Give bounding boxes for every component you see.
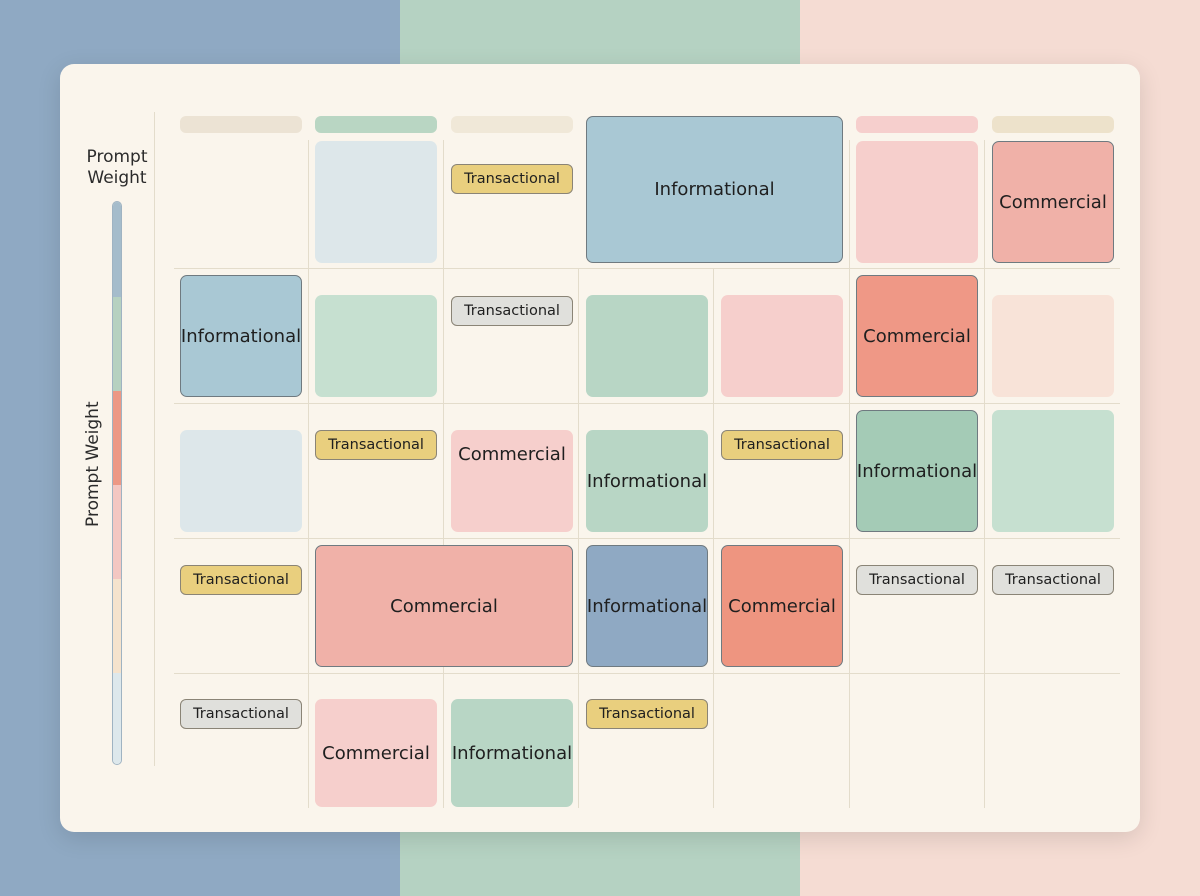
commercial-block: Commercial xyxy=(315,545,573,667)
informational-block: Informational xyxy=(586,545,708,667)
transactional-tag: Transactional xyxy=(180,565,302,595)
commercial-block: Commercial xyxy=(451,430,573,532)
empty-block xyxy=(315,141,437,263)
weight-scale-segment xyxy=(113,579,121,673)
commercial-block: Commercial xyxy=(721,545,843,667)
axis-label-top: Prompt Weight xyxy=(86,147,148,188)
empty-block xyxy=(721,295,843,397)
column-header xyxy=(856,116,978,133)
transactional-tag: Transactional xyxy=(586,699,708,729)
grid-line xyxy=(308,140,309,808)
weight-scale-segment xyxy=(113,673,121,764)
grid-line xyxy=(174,538,1120,539)
commercial-block: Commercial xyxy=(992,141,1114,263)
axis-label-side: Prompt Weight xyxy=(83,401,103,527)
informational-block: Informational xyxy=(856,410,978,532)
informational-block: Informational xyxy=(180,275,302,397)
empty-block xyxy=(856,141,978,263)
informational-block: Informational xyxy=(586,430,708,532)
weight-scale-segment xyxy=(113,297,121,391)
transactional-tag: Transactional xyxy=(856,565,978,595)
empty-block xyxy=(992,410,1114,532)
transactional-tag: Transactional xyxy=(721,430,843,460)
weight-scale-segment xyxy=(113,202,121,297)
grid-line xyxy=(849,140,850,808)
transactional-tag: Transactional xyxy=(315,430,437,460)
grid-line xyxy=(174,673,1120,674)
grid-line xyxy=(174,268,1120,269)
empty-block xyxy=(315,295,437,397)
weight-scale-bar xyxy=(112,201,122,765)
transactional-tag: Transactional xyxy=(451,164,573,194)
grid-line xyxy=(174,403,1120,404)
transactional-tag: Transactional xyxy=(992,565,1114,595)
empty-block xyxy=(992,295,1114,397)
informational-block: Informational xyxy=(451,699,573,807)
column-header xyxy=(992,116,1114,133)
informational-block: Informational xyxy=(586,116,843,263)
empty-block xyxy=(586,295,708,397)
column-header xyxy=(315,116,437,133)
grid-line xyxy=(984,140,985,808)
column-header xyxy=(180,116,302,133)
weight-scale-segment xyxy=(113,391,121,485)
transactional-tag: Transactional xyxy=(451,296,573,326)
commercial-block: Commercial xyxy=(856,275,978,397)
grid-line xyxy=(443,140,444,808)
commercial-block: Commercial xyxy=(315,699,437,807)
weight-scale-segment xyxy=(113,485,121,579)
empty-block xyxy=(180,430,302,532)
axis-divider xyxy=(154,112,155,766)
transactional-tag: Transactional xyxy=(180,699,302,729)
column-header xyxy=(451,116,573,133)
